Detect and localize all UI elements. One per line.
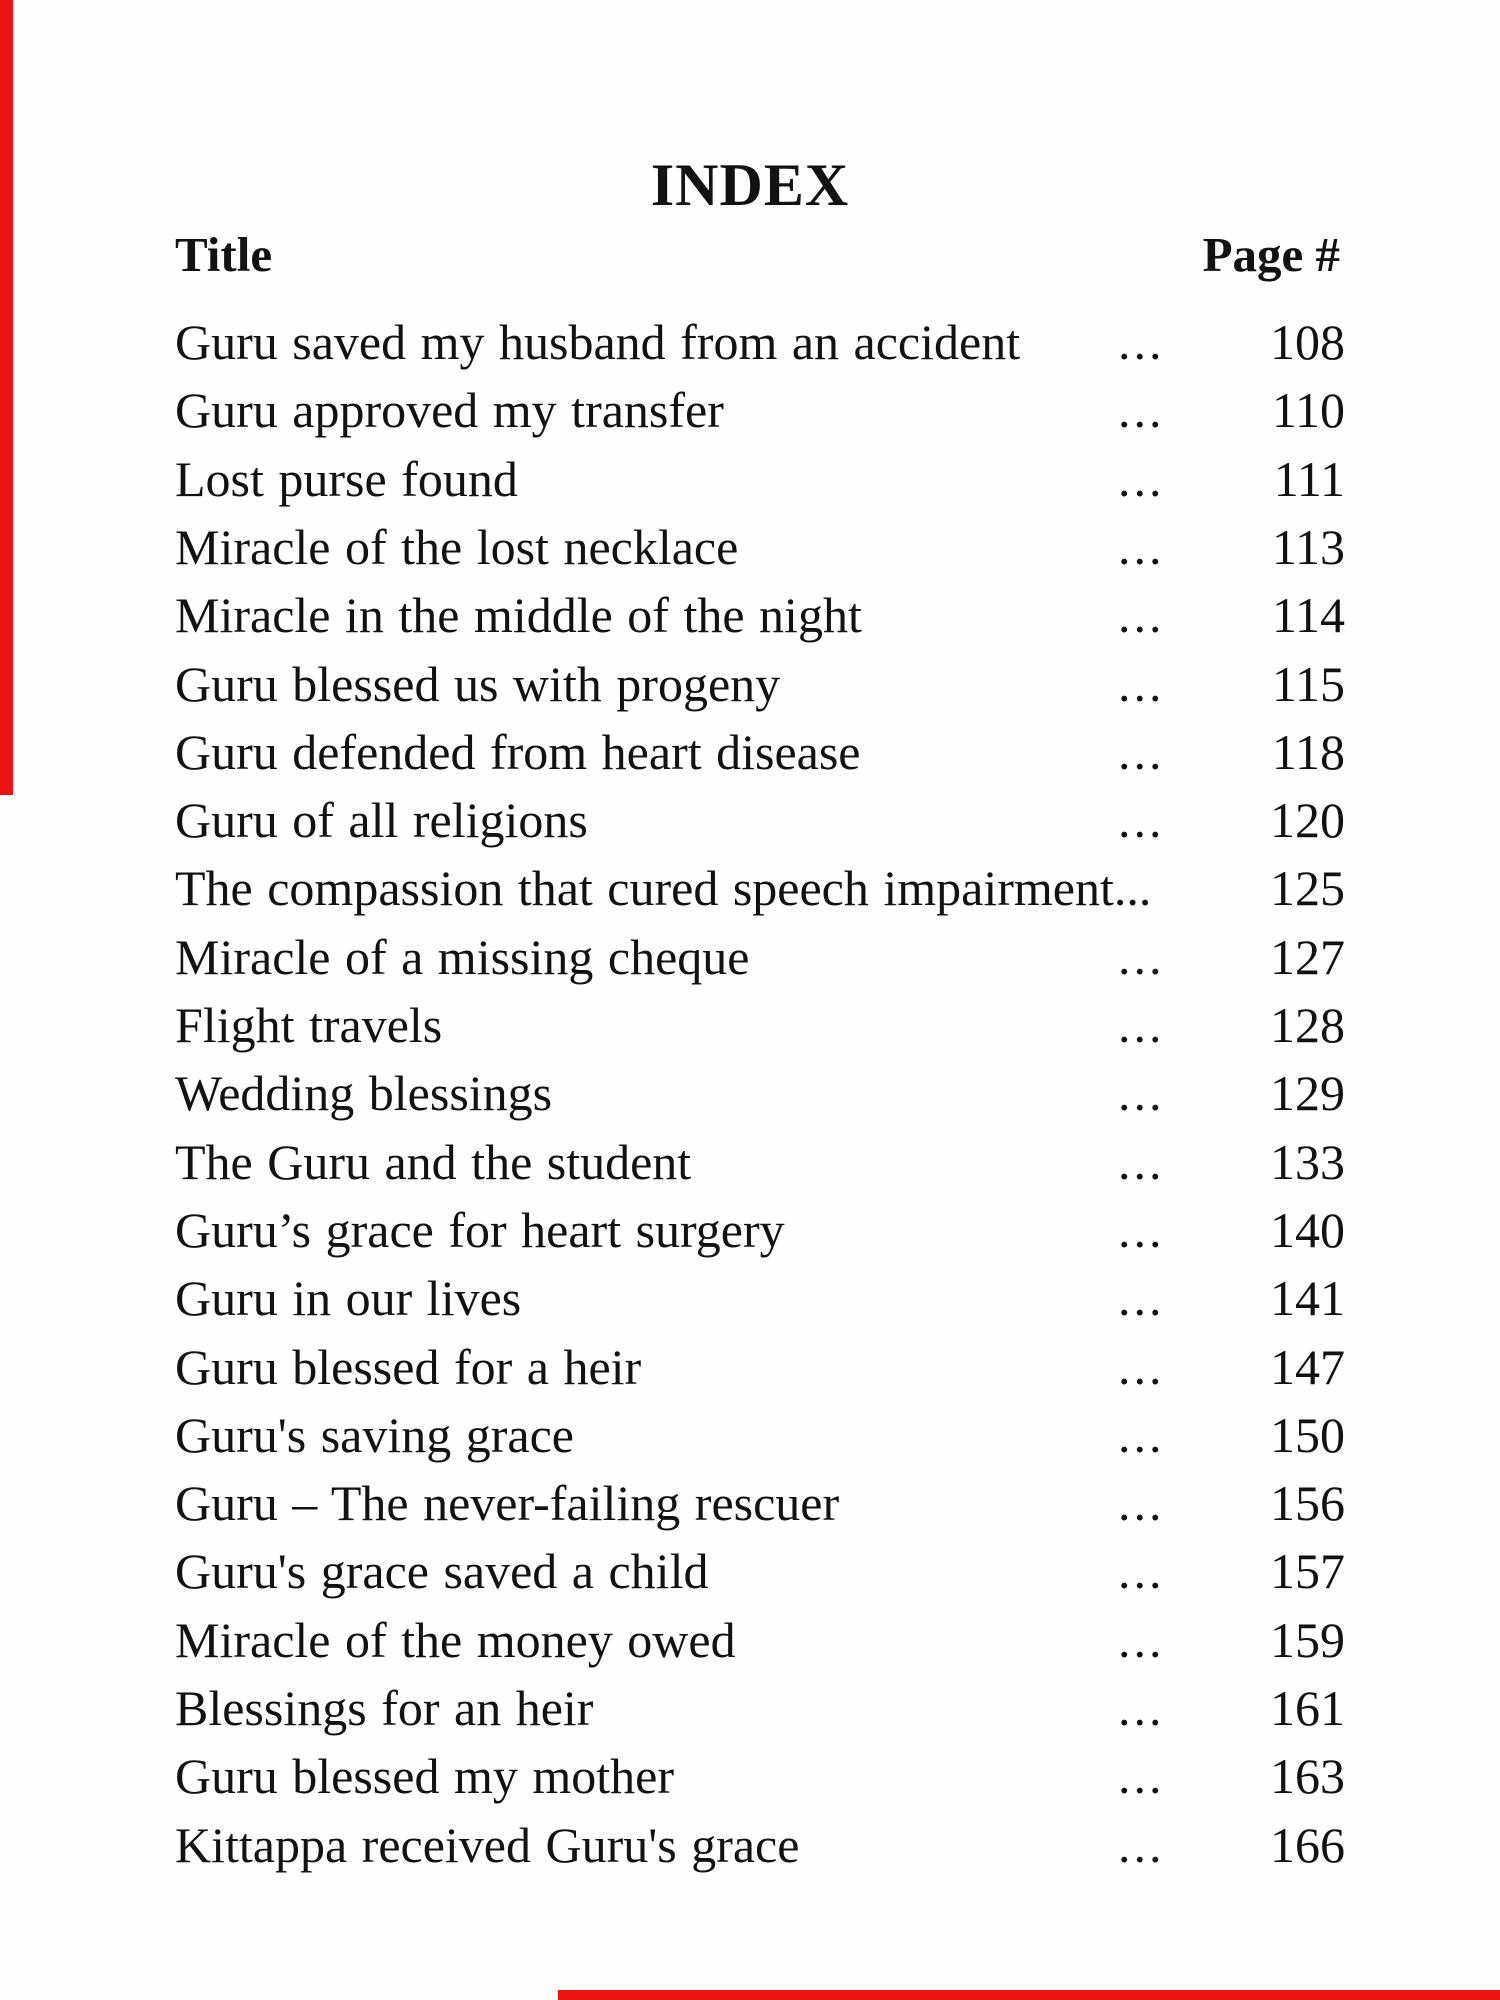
index-row: Lost purse found... 111 — [175, 445, 1345, 513]
dot-leader: ... — [1118, 724, 1165, 780]
entry-page-number: 163 — [1270, 1748, 1345, 1804]
dot-leader: ... — [1118, 1134, 1165, 1190]
index-row: Guru approved my transfer... 110 — [175, 376, 1345, 444]
index-row: Wedding blessings... 129 — [175, 1059, 1345, 1127]
dot-leader: ... — [1118, 792, 1165, 848]
index-row: Miracle of the lost necklace... 113 — [175, 513, 1345, 581]
index-row: Guru defended from heart disease... 118 — [175, 718, 1345, 786]
entry-title: Guru approved my transfer — [175, 382, 724, 438]
dot-leader: ... — [1118, 587, 1165, 643]
entry-page-number: 157 — [1270, 1543, 1345, 1599]
entry-title: Lost purse found — [175, 451, 518, 507]
dot-leader: ... — [1118, 1270, 1165, 1326]
entry-page-number: 141 — [1270, 1270, 1345, 1326]
entry-page-number: 159 — [1270, 1612, 1345, 1668]
page-title: INDEX — [650, 152, 850, 218]
entry-title: Kittappa received Guru's grace — [175, 1817, 800, 1873]
index-row: Guru in our lives... 141 — [175, 1264, 1345, 1332]
entry-title: Guru blessed us with progeny — [175, 656, 781, 712]
dot-leader: ... — [1118, 1065, 1165, 1121]
index-row: Guru's saving grace... 150 — [175, 1401, 1345, 1469]
entry-title: Miracle in the middle of the night — [175, 587, 862, 643]
entry-page-number: 113 — [1271, 519, 1345, 575]
column-header-page: Page # — [1202, 227, 1340, 282]
entry-page-number: 140 — [1270, 1202, 1345, 1258]
entry-page-number: 156 — [1270, 1475, 1345, 1531]
column-header-title: Title — [175, 227, 273, 282]
index-row: Guru’s grace for heart surgery... 140 — [175, 1196, 1345, 1264]
index-row: Guru blessed us with progeny... 115 — [175, 650, 1345, 718]
entry-page-number: 129 — [1270, 1065, 1345, 1121]
entry-title: Wedding blessings — [175, 1065, 553, 1121]
index-row: The Guru and the student... 133 — [175, 1128, 1345, 1196]
dot-leader: ... — [1118, 1475, 1165, 1531]
entry-page-number: 120 — [1270, 792, 1345, 848]
dot-leader: ... — [1118, 451, 1165, 507]
entry-title: The Guru and the student — [175, 1134, 692, 1190]
entry-page-number: 118 — [1271, 724, 1345, 780]
dot-leader: ... — [1118, 519, 1165, 575]
entry-title: Guru blessed for a heir — [175, 1339, 642, 1395]
entry-page-number: 125 — [1270, 860, 1345, 916]
dot-leader: ... — [1118, 997, 1165, 1053]
dot-leader: ... — [1118, 1748, 1165, 1804]
entry-title: Guru’s grace for heart surgery — [175, 1202, 785, 1258]
entry-title: The compassion that cured speech impairm… — [175, 860, 1152, 916]
index-row: Miracle of a missing cheque... 127 — [175, 923, 1345, 991]
index-row: Kittappa received Guru's grace... 166 — [175, 1811, 1345, 1879]
index-row: The compassion that cured speech impairm… — [175, 854, 1345, 922]
dot-leader: ... — [1118, 1817, 1165, 1873]
entry-title: Miracle of a missing cheque — [175, 929, 750, 985]
entry-page-number: 127 — [1270, 929, 1345, 985]
index-row: Guru blessed for a heir... 147 — [175, 1333, 1345, 1401]
dot-leader: ... — [1118, 314, 1165, 370]
entry-title: Blessings for an heir — [175, 1680, 594, 1736]
dot-leader: ... — [1118, 1612, 1165, 1668]
entry-page-number: 133 — [1270, 1134, 1345, 1190]
entry-page-number: 166 — [1270, 1817, 1345, 1873]
entry-page-number: 108 — [1270, 314, 1345, 370]
dot-leader: ... — [1118, 1680, 1165, 1736]
index-row: Guru saved my husband from an accident..… — [175, 308, 1345, 376]
index-row: Miracle in the middle of the night... 114 — [175, 581, 1345, 649]
entry-title: Guru's saving grace — [175, 1407, 574, 1463]
entry-title: Miracle of the money owed — [175, 1612, 736, 1668]
entry-title: Guru saved my husband from an accident — [175, 314, 1021, 370]
index-row: Blessings for an heir... 161 — [175, 1674, 1345, 1742]
entry-title: Guru of all religions — [175, 792, 588, 848]
column-headers: Title Page # — [175, 224, 1340, 286]
scan-edge-mark-left — [0, 0, 13, 795]
entry-page-number: 150 — [1270, 1407, 1345, 1463]
entry-title: Guru defended from heart disease — [175, 724, 861, 780]
entry-page-number: 115 — [1271, 656, 1345, 712]
entry-title: Flight travels — [175, 997, 443, 1053]
index-row: Flight travels... 128 — [175, 991, 1345, 1059]
index-row: Guru's grace saved a child... 157 — [175, 1537, 1345, 1605]
entry-page-number: 128 — [1270, 997, 1345, 1053]
entry-title: Guru – The never-failing rescuer — [175, 1475, 840, 1531]
scan-edge-mark-bottom — [558, 1990, 1500, 2000]
dot-leader: ... — [1118, 1339, 1165, 1395]
entry-page-number: 161 — [1270, 1680, 1345, 1736]
index-row: Guru – The never-failing rescuer... 156 — [175, 1469, 1345, 1537]
entry-page-number: 147 — [1270, 1339, 1345, 1395]
dot-leader: ... — [1118, 1202, 1165, 1258]
dot-leader: ... — [1118, 1543, 1165, 1599]
entry-page-number: 111 — [1273, 451, 1345, 507]
dot-leader: ... — [1118, 929, 1165, 985]
entry-title: Miracle of the lost necklace — [175, 519, 739, 575]
index-row: Miracle of the money owed... 159 — [175, 1606, 1345, 1674]
entry-title: Guru in our lives — [175, 1270, 522, 1326]
dot-leader: ... — [1118, 656, 1165, 712]
index-row: Guru blessed my mother... 163 — [175, 1742, 1345, 1810]
entry-title: Guru's grace saved a child — [175, 1543, 709, 1599]
entry-page-number: 114 — [1271, 587, 1345, 643]
dot-leader: ... — [1118, 382, 1165, 438]
entry-page-number: 110 — [1271, 382, 1345, 438]
index-row: Guru of all religions... 120 — [175, 786, 1345, 854]
dot-leader: ... — [1118, 1407, 1165, 1463]
entry-title: Guru blessed my mother — [175, 1748, 674, 1804]
